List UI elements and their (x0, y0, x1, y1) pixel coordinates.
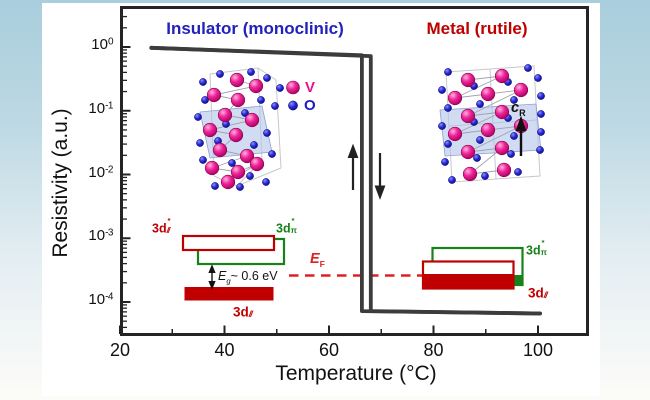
oxygen-atom (216, 70, 224, 78)
oxygen-atom (246, 172, 254, 180)
vanadium-atom (513, 82, 529, 98)
oxygen-atom (199, 156, 207, 164)
vanadium-atom (204, 160, 220, 176)
vanadium-atom (220, 174, 236, 190)
oxygen-atom (228, 159, 236, 167)
vanadium-atom (460, 108, 476, 124)
oxygen-atom (241, 109, 249, 117)
oxygen-atom (268, 150, 276, 158)
oxygen-atom (257, 96, 265, 104)
oxygen-atom (444, 140, 452, 148)
oxygen-atom (537, 110, 545, 118)
oxygen-atom (194, 113, 202, 121)
bond-line (467, 125, 522, 153)
vanadium-atom (447, 90, 463, 106)
oxygen-atom (444, 68, 452, 76)
oxygen-atom (211, 182, 219, 190)
oxygen-atom (438, 86, 446, 94)
vanadium-atom (480, 122, 496, 138)
vanadium-atom (229, 72, 245, 88)
vanadium-atom (460, 72, 476, 88)
bond-line (209, 119, 253, 131)
vanadium-atom (460, 144, 476, 160)
bond-line (454, 111, 503, 135)
oxygen-atom (537, 92, 545, 100)
oxygen-atom (250, 141, 258, 149)
oxygen-atom (476, 136, 484, 144)
vanadium-atom (239, 148, 255, 164)
plot-frame (120, 6, 589, 336)
rutile-crystal-structure (438, 64, 545, 184)
vanadium-atom (494, 68, 510, 84)
oxygen-atom (476, 100, 484, 108)
insulator-dpar-filled-band (184, 287, 274, 301)
insulator-dpar-star-band (181, 234, 276, 252)
heating-arrow-down (374, 153, 386, 200)
oxygen-atom (236, 183, 244, 191)
c-axis-arrow (515, 115, 527, 156)
oxygen-atom (196, 139, 204, 147)
vanadium-atom (206, 87, 222, 103)
oxygen-atom (473, 154, 481, 162)
insulator-band-diagram (181, 234, 286, 301)
figure-panel (42, 3, 600, 396)
monoclinic-crystal-structure (194, 67, 284, 191)
vanadium-atom (496, 162, 512, 178)
oxygen-atom (271, 102, 279, 110)
oxygen-atom (199, 78, 207, 86)
vanadium-atom (480, 86, 496, 102)
oxygen-atom (438, 122, 446, 130)
cooling-arrow-up (347, 143, 359, 190)
oxygen-atom (201, 96, 209, 104)
vanadium-legend-dot (286, 80, 300, 95)
bond-line (467, 89, 522, 117)
metal-dpar-filled-part (422, 274, 515, 290)
oxygen-atom (263, 129, 271, 137)
vanadium-atom (217, 107, 233, 123)
oxygen-atom (507, 150, 515, 158)
vanadium-atom (230, 92, 246, 108)
vanadium-atom (447, 126, 463, 142)
oxygen-atom (534, 74, 542, 82)
vanadium-atom (494, 104, 510, 120)
resistivity-curve-cooling (149, 45, 542, 316)
vanadium-atom (228, 127, 244, 143)
vanadium-atom (494, 140, 510, 156)
oxygen-atom (510, 132, 518, 140)
oxygen-legend-dot (288, 100, 298, 111)
oxygen-atom (448, 176, 456, 184)
metal-band-diagram (421, 246, 524, 290)
unit-cell-edge (275, 79, 282, 169)
oxygen-atom (514, 168, 522, 176)
vanadium-atom (212, 142, 228, 158)
vanadium-atom (462, 166, 478, 182)
oxygen-atom (537, 128, 545, 136)
oxygen-atom (247, 68, 255, 76)
oxygen-atom (524, 64, 532, 72)
oxygen-atom (536, 146, 544, 154)
oxygen-atom (510, 96, 518, 104)
vanadium-atom (244, 112, 260, 128)
oxygen-atom (441, 158, 449, 166)
band-gap-arrow (208, 264, 216, 290)
oxygen-atom (262, 178, 270, 186)
vanadium-atom (248, 78, 264, 94)
bond-line (213, 85, 257, 96)
vanadium-atom (230, 164, 246, 180)
oxygen-atom (481, 172, 489, 180)
vanadium-atom (202, 122, 218, 138)
oxygen-atom (276, 84, 284, 92)
resistivity-curves (149, 45, 542, 316)
oxygen-atom (444, 104, 452, 112)
vanadium-atom (249, 156, 265, 172)
bond-line (454, 75, 503, 99)
oxygen-atom (263, 74, 271, 82)
